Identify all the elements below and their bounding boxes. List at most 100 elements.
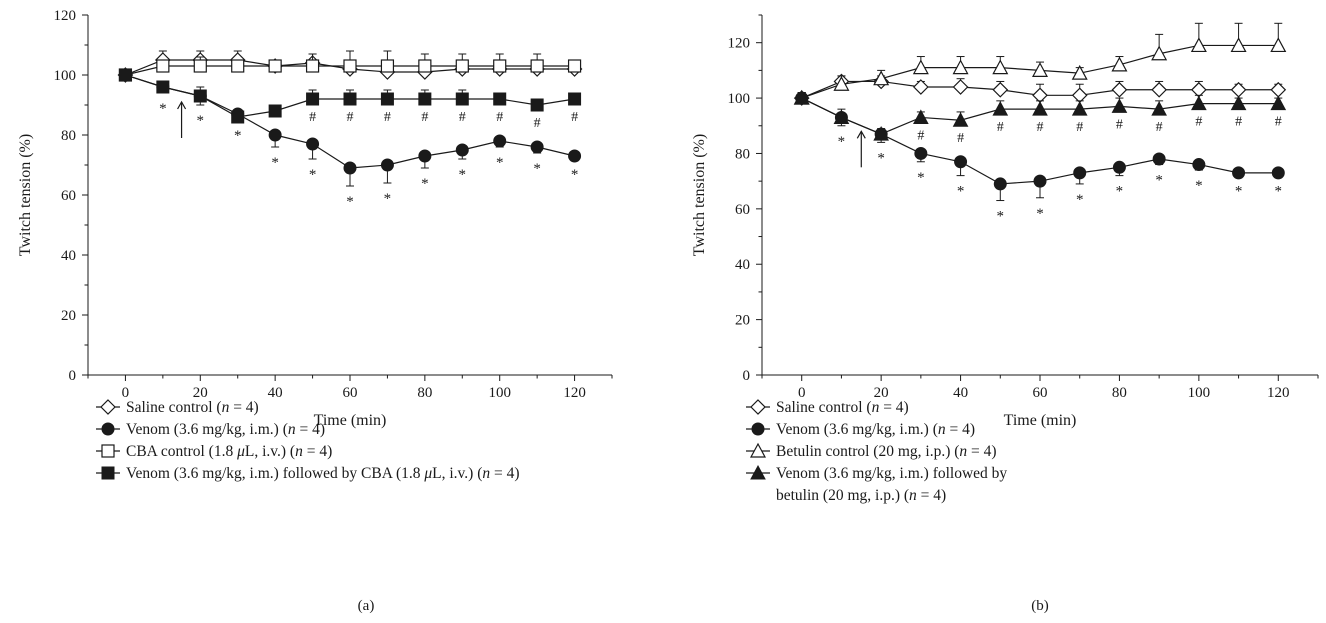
panel-a-significance-star: *	[421, 176, 429, 192]
panel-b-x-tick-label: 20	[874, 385, 889, 401]
panel-a-y-tick-label: 100	[54, 68, 77, 84]
panel-b-label: (b)	[1031, 598, 1049, 614]
panel-a-significance-star: *	[384, 191, 392, 207]
panel-b-data-point	[1111, 98, 1128, 113]
panel-b-data-point	[1071, 87, 1088, 104]
panel-b-significance-hash: #	[1116, 117, 1123, 132]
panel-a-chart: 0 20 40 60 80 100 120 0 20 40 60 80 100 120 Time (min)…	[17, 8, 613, 614]
panel-a-significance-star: *	[197, 113, 205, 129]
panel-a-data-point	[418, 92, 432, 106]
panel-b-data-point	[1071, 101, 1088, 116]
panel-b-significance-star: *	[1076, 192, 1084, 208]
panel-a-x-tick-label: 80	[417, 385, 432, 401]
panel-a-y-tick-label: 120	[54, 8, 77, 24]
panel-a-data-point	[380, 92, 394, 106]
panel-b-y-tick-label: 40	[735, 257, 750, 273]
panel-b-y-tick-label: 100	[728, 91, 751, 107]
panel-a-data-point	[530, 59, 544, 73]
panel-b-series-4	[793, 90, 1287, 141]
panel-b-x-tick-label: 80	[1112, 385, 1127, 401]
panel-a-legend-label: Venom (3.6 mg/kg, i.m.) followed by CBA …	[126, 465, 520, 482]
panel-a-significance-star: *	[346, 194, 354, 210]
panel-a-data-point	[231, 110, 245, 124]
panel-a-label: (a)	[358, 598, 375, 614]
panel-a-significance-star: *	[571, 167, 579, 183]
panel-a-data-point	[418, 149, 432, 163]
panel-a-data-point	[568, 149, 582, 163]
panel-b-significance-hash: #	[1275, 115, 1282, 130]
panel-b-significance-star: *	[957, 184, 965, 200]
panel-a-data-point	[193, 89, 207, 103]
panel-b-data-point	[952, 59, 969, 75]
panel-b-data-point	[1230, 81, 1247, 98]
panel-b-data-point	[1073, 166, 1087, 180]
panel-b-y-axis-label: Twitch tension (%)	[691, 134, 708, 256]
panel-b-x-tick-label: 120	[1267, 385, 1290, 401]
panel-b-data-point	[992, 81, 1009, 98]
panel-a-data-point	[193, 59, 207, 73]
panel-b-data-point	[1190, 37, 1207, 53]
panel-b-legend-marker	[750, 399, 766, 415]
panel-b-x-tick-label: 60	[1033, 385, 1048, 401]
panel-a-y-tick-label: 20	[61, 308, 76, 324]
panel-a-data-point	[343, 59, 357, 73]
panel-a-data-point	[306, 137, 320, 151]
panel-b-x-tick-label: 0	[798, 385, 806, 401]
panel-b-data-point	[873, 70, 890, 86]
panel-a-significance-hash: #	[534, 116, 541, 131]
panel-a-x-axis-label: Time (min)	[314, 412, 387, 429]
panel-b-significance-star: *	[1036, 206, 1044, 222]
panel-b-data-point	[993, 177, 1007, 191]
panel-b-y-tick-label: 0	[743, 368, 751, 384]
panel-a-data-point	[380, 59, 395, 73]
panel-b-data-point	[1151, 45, 1168, 61]
panel-b-significance-hash: #	[957, 131, 964, 146]
panel-a-data-point	[455, 59, 469, 73]
panel-a-series-2	[118, 68, 582, 187]
panel-a-significance-star: *	[309, 167, 317, 183]
panel-a-significance-hash: #	[459, 110, 466, 125]
panel-a-significance-hash: #	[309, 110, 316, 125]
panel-a-data-point	[493, 59, 507, 73]
panel-b-data-point	[913, 109, 929, 124]
panel-a-data-point	[343, 92, 357, 106]
panel-a-data-point	[530, 98, 544, 112]
panel-b-data-point	[952, 112, 969, 127]
panel-a-x-tick-label: 40	[268, 385, 283, 401]
panel-b-significance-star: *	[1155, 173, 1163, 189]
panel-b-x-tick-label: 40	[953, 385, 968, 401]
panel-b-chart: 0 20 40 60 80 100 120 0 20 40 60 80 100 120 Time (min)…	[691, 14, 1319, 614]
panel-b-data-point	[1151, 101, 1167, 116]
panel-a-y-tick-label: 40	[61, 248, 76, 264]
panel-b-legend: Saline control (n = 4) Venom (3.6 mg/kg, …	[746, 399, 1007, 504]
panel-b-data-point	[1071, 64, 1088, 80]
panel-a-data-point	[380, 158, 394, 172]
panel-a-significance-star: *	[234, 128, 242, 144]
panel-b-significance-star: *	[877, 150, 885, 166]
panel-a-legend-label: Venom (3.6 mg/kg, i.m.) (n = 4)	[126, 421, 325, 438]
panel-b-data-point	[1191, 95, 1207, 111]
panel-b-data-point	[1032, 87, 1048, 104]
panel-b-data-point	[912, 59, 929, 75]
panel-b-data-point	[1270, 81, 1287, 98]
panel-b-x-axis-label: Time (min)	[1004, 412, 1077, 429]
panel-b-data-point	[1191, 81, 1207, 98]
panel-a-legend-label: CBA control (1.8 μL, i.v.) (n = 4)	[126, 443, 332, 460]
panel-a-x-tick-label: 60	[343, 385, 358, 401]
panel-a-significance-hash: #	[571, 110, 578, 125]
panel-b-legend-label: Venom (3.6 mg/kg, i.m.) (n = 4)	[776, 421, 975, 438]
panel-a-significance-hash: #	[347, 110, 354, 125]
panel-b-legend-marker	[749, 442, 767, 458]
panel-a-y-tick-label: 0	[69, 368, 77, 384]
panel-b-data-point	[1152, 152, 1166, 166]
panel-b-legend-label: Saline control (n = 4)	[776, 399, 909, 416]
panel-a-data-point	[305, 59, 320, 73]
panel-a-legend-marker	[101, 444, 115, 458]
panel-a-data-point	[455, 143, 469, 157]
panel-b-data-point	[954, 155, 968, 169]
panel-b-data-point	[1230, 37, 1247, 53]
panel-b-legend-label: betulin (20 mg, i.p.) (n = 4)	[776, 487, 946, 504]
panel-b-significance-hash: #	[997, 120, 1004, 135]
panel-b-significance-hash: #	[1195, 115, 1202, 130]
panel-b-data-point	[1232, 166, 1246, 180]
